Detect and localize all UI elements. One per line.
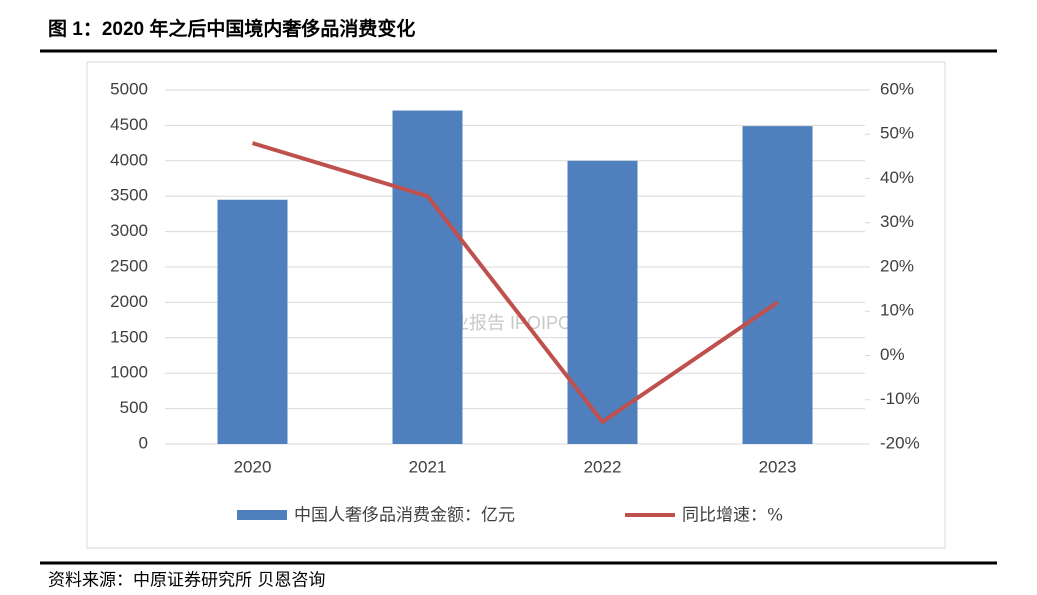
y-tick-label: 0 — [139, 433, 148, 452]
y-tick-label: 2500 — [110, 256, 148, 275]
y2-tick-label: 20% — [880, 256, 914, 275]
y2-tick-label: 10% — [880, 301, 914, 320]
x-tick-label: 2023 — [759, 457, 797, 476]
y2-tick-label: 50% — [880, 124, 914, 143]
y-tick-label: 1500 — [110, 327, 148, 346]
x-tick-label: 2022 — [584, 457, 622, 476]
y-tick-label: 3000 — [110, 221, 148, 240]
y-tick-label: 4500 — [110, 115, 148, 134]
y-tick-label: 500 — [120, 398, 148, 417]
legend-label: 中国人奢侈品消费金额：亿元 — [294, 506, 515, 526]
y-tick-label: 5000 — [110, 79, 148, 98]
y-tick-label: 1000 — [110, 363, 148, 382]
y2-tick-label: -20% — [880, 433, 920, 452]
line — [251, 141, 779, 424]
y2-tick-label: 30% — [880, 212, 914, 231]
legend-label: 同比增速：% — [682, 506, 783, 526]
bar — [217, 199, 288, 444]
bar — [742, 126, 813, 444]
chart-frame — [86, 61, 946, 549]
bar — [567, 160, 638, 445]
legend-swatch — [237, 510, 287, 520]
y2-tick-label: 40% — [880, 168, 914, 187]
bar — [392, 110, 463, 445]
x-tick-label: 2020 — [234, 457, 272, 476]
source: 资料来源：中原证券研究所 贝恩咨询 — [48, 571, 325, 591]
y2-tick-label: 0% — [880, 345, 905, 364]
figure-title: 图 1：2020 年之后中国境内奢侈品消费变化 — [48, 17, 415, 40]
y-tick-label: 2000 — [110, 292, 148, 311]
y-tick-label: 3500 — [110, 186, 148, 205]
x-tick-label: 2021 — [409, 457, 447, 476]
y2-tick-label: 60% — [880, 79, 914, 98]
watermark: 行业报告 IPOIPO.CN — [433, 313, 603, 333]
y2-tick-label: -10% — [880, 389, 920, 408]
y-tick-label: 4000 — [110, 150, 148, 169]
